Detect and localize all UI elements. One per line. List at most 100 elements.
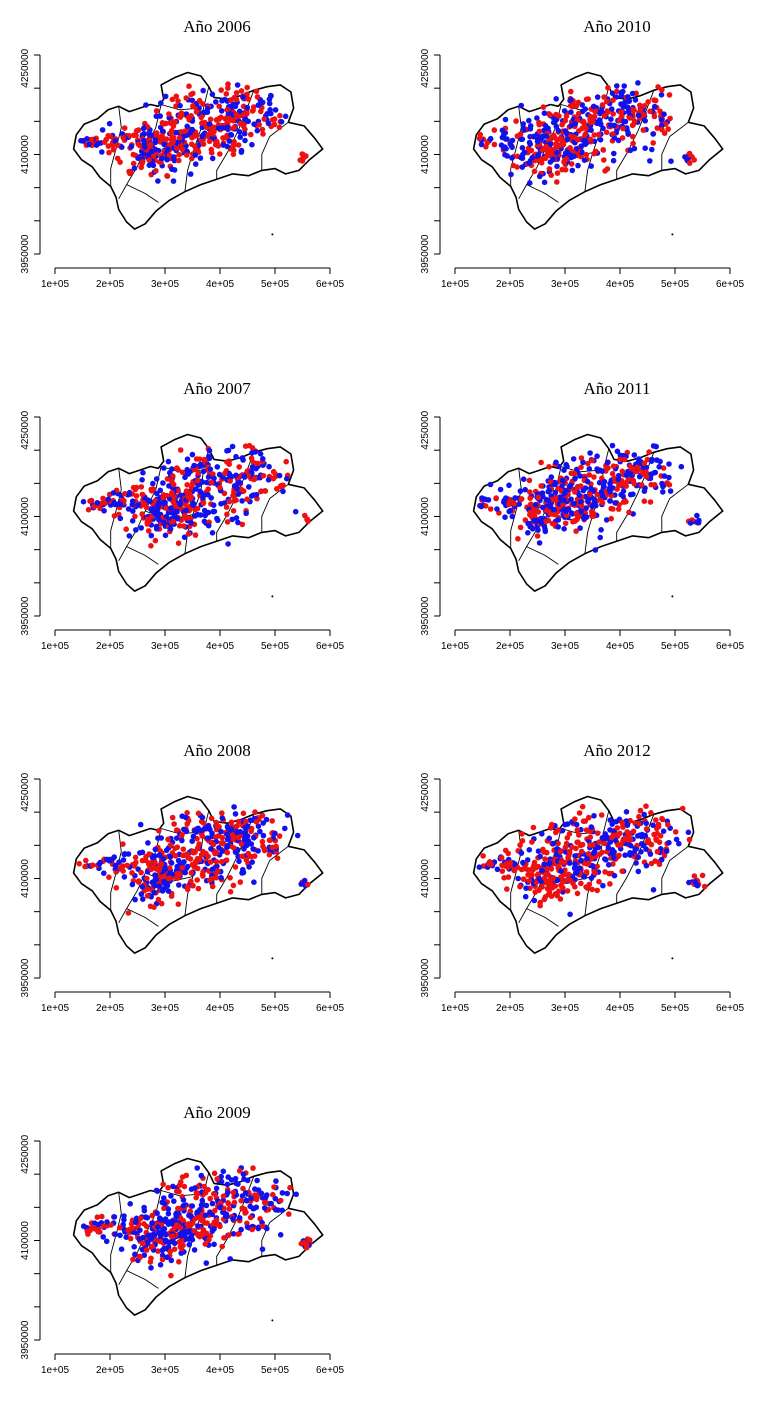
x-tick-label: 4e+05: [606, 279, 635, 290]
point-red: [222, 116, 229, 122]
point-red: [224, 519, 231, 525]
point-red: [562, 844, 569, 851]
point-red: [125, 910, 132, 916]
point-blue: [487, 481, 494, 488]
point-red: [555, 827, 561, 833]
point-red: [190, 1220, 196, 1226]
point-red: [261, 1199, 268, 1206]
point-blue: [553, 459, 559, 466]
point-blue: [153, 523, 160, 530]
point-blue: [535, 848, 542, 854]
point-red: [143, 1223, 150, 1230]
island-mark: [671, 595, 674, 598]
point-blue: [165, 458, 172, 465]
point-blue: [567, 482, 574, 489]
point-red: [237, 112, 244, 119]
point-red: [171, 494, 177, 500]
point-red: [618, 842, 624, 848]
point-blue: [298, 881, 305, 887]
point-blue: [80, 138, 87, 144]
point-blue: [575, 162, 581, 169]
point-blue: [558, 868, 564, 874]
point-blue: [554, 163, 560, 170]
point-blue: [232, 849, 239, 855]
point-red: [531, 168, 538, 175]
point-blue: [632, 97, 639, 103]
point-blue: [229, 443, 236, 450]
point-blue: [118, 1246, 125, 1252]
point-red: [536, 119, 542, 126]
point-blue: [80, 1223, 87, 1229]
point-blue: [189, 451, 196, 458]
point-red: [517, 524, 524, 531]
x-tick-label: 2e+05: [96, 279, 125, 290]
point-blue: [603, 857, 609, 863]
point-red: [184, 886, 191, 893]
point-red: [641, 112, 647, 118]
y-tick-label: 3950000: [20, 234, 31, 273]
point-red: [636, 821, 642, 827]
point-blue: [257, 451, 264, 457]
point-blue: [566, 860, 573, 866]
point-blue: [272, 107, 279, 113]
point-red: [157, 848, 164, 854]
point-blue: [250, 846, 256, 852]
point-red: [130, 160, 137, 167]
point-blue: [191, 462, 197, 469]
point-red: [208, 815, 215, 822]
point-red: [664, 480, 670, 486]
point-red: [100, 1223, 107, 1229]
point-red: [550, 496, 556, 503]
point-blue: [564, 130, 570, 137]
point-blue: [548, 474, 555, 480]
point-blue: [282, 113, 289, 120]
point-red: [139, 159, 146, 165]
point-blue: [160, 856, 167, 862]
point-blue: [650, 822, 656, 828]
point-blue: [155, 178, 161, 184]
point-red: [665, 126, 671, 132]
province-border: [118, 466, 162, 562]
point-red: [276, 124, 283, 131]
point-blue: [600, 882, 606, 889]
point-blue: [225, 1189, 231, 1196]
point-blue: [588, 875, 595, 881]
x-tick-label: 4e+05: [206, 279, 235, 290]
point-red: [165, 836, 171, 843]
point-red: [657, 833, 664, 839]
point-blue: [607, 489, 613, 495]
point-red: [528, 501, 534, 507]
point-red: [158, 135, 165, 142]
point-red: [214, 822, 220, 829]
point-blue: [244, 833, 251, 839]
point-blue: [695, 519, 702, 526]
point-blue: [663, 848, 670, 854]
point-blue: [596, 479, 603, 486]
x-tick-label: 5e+05: [661, 641, 690, 652]
point-blue: [604, 834, 610, 840]
point-blue: [180, 1203, 187, 1209]
point-blue: [209, 530, 216, 536]
point-red: [190, 848, 196, 855]
point-red: [214, 1176, 220, 1182]
point-red: [166, 152, 173, 158]
point-red: [170, 481, 177, 488]
point-blue: [643, 862, 650, 869]
point-red: [217, 1223, 223, 1230]
point-red: [654, 125, 661, 131]
point-red: [139, 857, 146, 864]
point-blue: [230, 103, 236, 109]
point-blue: [564, 136, 571, 143]
point-red: [517, 131, 524, 137]
point-blue: [641, 488, 648, 494]
point-blue: [184, 863, 191, 870]
point-blue: [174, 863, 180, 870]
point-blue: [112, 1231, 119, 1237]
point-red: [139, 491, 146, 498]
island-mark: [271, 1319, 274, 1322]
point-red: [590, 119, 596, 125]
point-blue: [233, 453, 239, 460]
point-blue: [585, 498, 591, 504]
point-blue: [666, 839, 672, 846]
point-red: [571, 134, 578, 141]
